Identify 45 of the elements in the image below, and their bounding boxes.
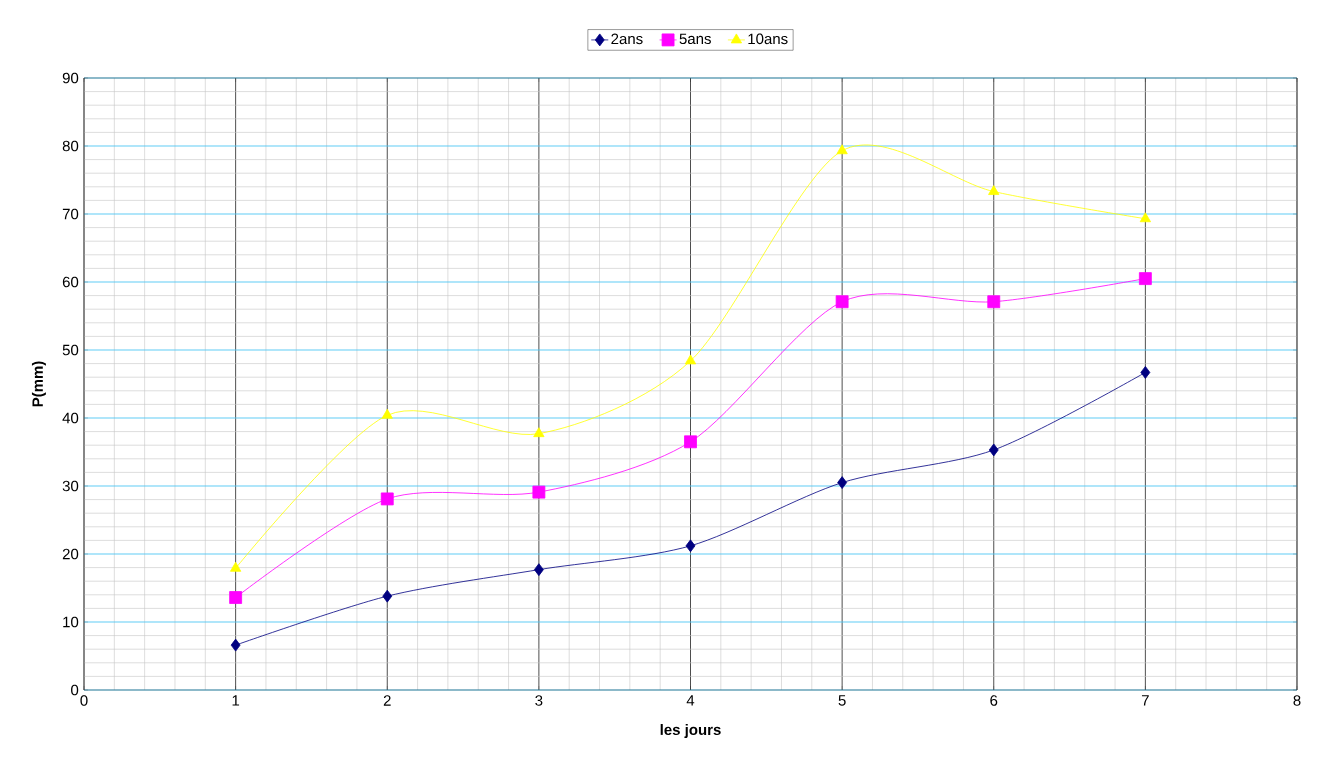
y-tick-label: 20	[62, 548, 79, 560]
x-tick-label: 8	[1293, 695, 1301, 706]
point	[382, 589, 393, 603]
x-tick-label: 1	[232, 695, 240, 706]
point	[987, 295, 1001, 309]
x-axis-title: les jours	[660, 724, 721, 738]
point	[835, 295, 849, 309]
point	[988, 185, 1000, 195]
y-tick-label: 90	[62, 72, 79, 84]
y-tick-label: 30	[62, 480, 79, 492]
point	[1140, 366, 1151, 379]
point	[381, 408, 393, 419]
point	[230, 561, 242, 572]
y-tick-label: 60	[62, 276, 79, 288]
y-tick-label: 50	[62, 344, 79, 356]
y-axis-title: P(mm)	[31, 361, 46, 407]
point	[836, 144, 848, 155]
point	[230, 638, 241, 652]
point	[684, 435, 697, 449]
point	[684, 354, 697, 365]
x-tick-label: 7	[1141, 695, 1149, 706]
point	[229, 591, 243, 604]
point	[533, 563, 544, 577]
x-tick-label: 6	[990, 695, 998, 706]
legend-label: 10ans	[748, 33, 788, 45]
y-tick-label: 0	[71, 684, 79, 696]
point	[685, 539, 696, 553]
legend-label: 2ans	[611, 33, 643, 45]
point	[1139, 212, 1151, 223]
point	[533, 427, 545, 438]
x-tick-label: 2	[383, 695, 391, 706]
point	[380, 492, 394, 506]
y-tick-label: 40	[62, 412, 79, 424]
point	[837, 476, 848, 489]
point	[988, 443, 999, 457]
x-tick-label: 5	[838, 695, 846, 706]
y-tick-label: 70	[62, 208, 79, 220]
point	[1138, 272, 1152, 285]
y-tick-label: 10	[63, 616, 79, 628]
x-tick-label: 4	[686, 695, 695, 706]
point	[532, 485, 546, 499]
x-tick-label: 0	[80, 695, 88, 706]
x-tick-label: 3	[535, 695, 543, 706]
legend-label: 5ans	[679, 33, 711, 45]
y-tick-label: 80	[62, 140, 79, 152]
